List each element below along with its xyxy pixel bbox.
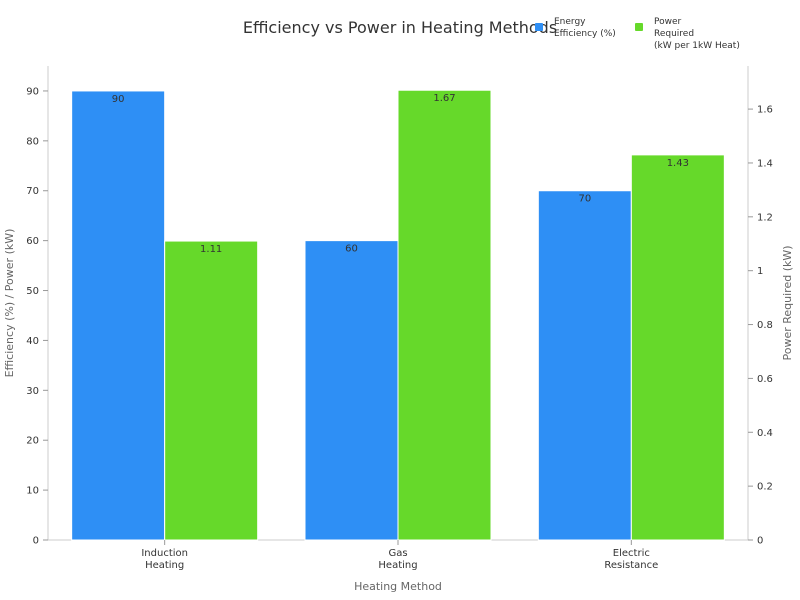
y-tick-label: 0	[33, 536, 39, 547]
y2-tick-label: 1	[757, 266, 763, 277]
y-tick-label: 80	[26, 136, 39, 147]
y2-axis-label: Power Required (kW)	[781, 245, 794, 360]
legend-label-power: Required	[654, 29, 694, 39]
y2-tick-label: 1.6	[757, 105, 773, 116]
x-tick-label: Electric	[613, 548, 650, 559]
y2-tick-label: 1.2	[757, 212, 773, 223]
bar-efficiency-0	[71, 90, 166, 541]
y2-tick-label: 1.4	[757, 158, 773, 169]
x-tick-label: Heating	[378, 560, 417, 571]
bars-group	[71, 89, 725, 541]
bar-power-0	[164, 240, 259, 541]
legend-swatch-power	[635, 23, 643, 31]
y-tick-label: 10	[26, 486, 39, 497]
y2-tick-label: 0.6	[757, 374, 773, 385]
data-label-power-0: 1.11	[200, 244, 222, 255]
y-tick-label: 20	[26, 436, 39, 447]
data-label-efficiency-2: 70	[578, 194, 591, 205]
y2-tick-label: 0	[757, 536, 763, 547]
y-tick-label: 90	[26, 86, 39, 97]
bar-power-2	[630, 154, 725, 541]
bar-efficiency-1	[304, 240, 399, 541]
left-axis-ticks: 0 10 20 30 40 50 60 70 80 90	[26, 86, 48, 547]
x-tick-label: Resistance	[604, 560, 658, 571]
y2-tick-label: 0.2	[757, 482, 773, 493]
legend-label-efficiency: Efficiency (%)	[554, 29, 616, 39]
x-axis-ticks: InductionHeatingGasHeatingElectricResist…	[141, 540, 658, 571]
y2-tick-label: 0.8	[757, 320, 773, 331]
data-label-efficiency-1: 60	[345, 244, 358, 255]
bar-power-1	[397, 89, 492, 541]
legend: Energy Efficiency (%) Power Required (kW per…	[535, 17, 740, 51]
data-labels-group: 90 1.11 60 1.67 70 1.43	[112, 93, 689, 255]
y2-tick-label: 0.4	[757, 428, 773, 439]
legend-label-power: Power	[654, 17, 682, 27]
legend-swatch-efficiency	[535, 23, 543, 31]
legend-label-efficiency: Energy	[554, 17, 586, 27]
y-tick-label: 30	[26, 386, 39, 397]
x-tick-label: Gas	[388, 548, 407, 559]
data-label-efficiency-0: 90	[112, 94, 125, 105]
bar-efficiency-2	[537, 190, 632, 541]
data-label-power-1: 1.67	[433, 93, 455, 104]
y-tick-label: 70	[26, 186, 39, 197]
x-tick-label: Induction	[141, 548, 188, 559]
x-tick-label: Heating	[145, 560, 184, 571]
y-axis-label: Efficiency (%) / Power (kW)	[3, 229, 16, 378]
data-label-power-2: 1.43	[667, 158, 689, 169]
y-tick-label: 50	[26, 286, 39, 297]
x-axis-label: Heating Method	[354, 580, 442, 593]
y-tick-label: 60	[26, 236, 39, 247]
chart-title: Efficiency vs Power in Heating Methods	[243, 18, 557, 37]
legend-label-power: (kW per 1kW Heat)	[654, 41, 740, 51]
y-tick-label: 40	[26, 336, 39, 347]
right-axis-ticks: 0 0.2 0.4 0.6 0.8 1 1.2 1.4 1.6	[748, 105, 773, 547]
